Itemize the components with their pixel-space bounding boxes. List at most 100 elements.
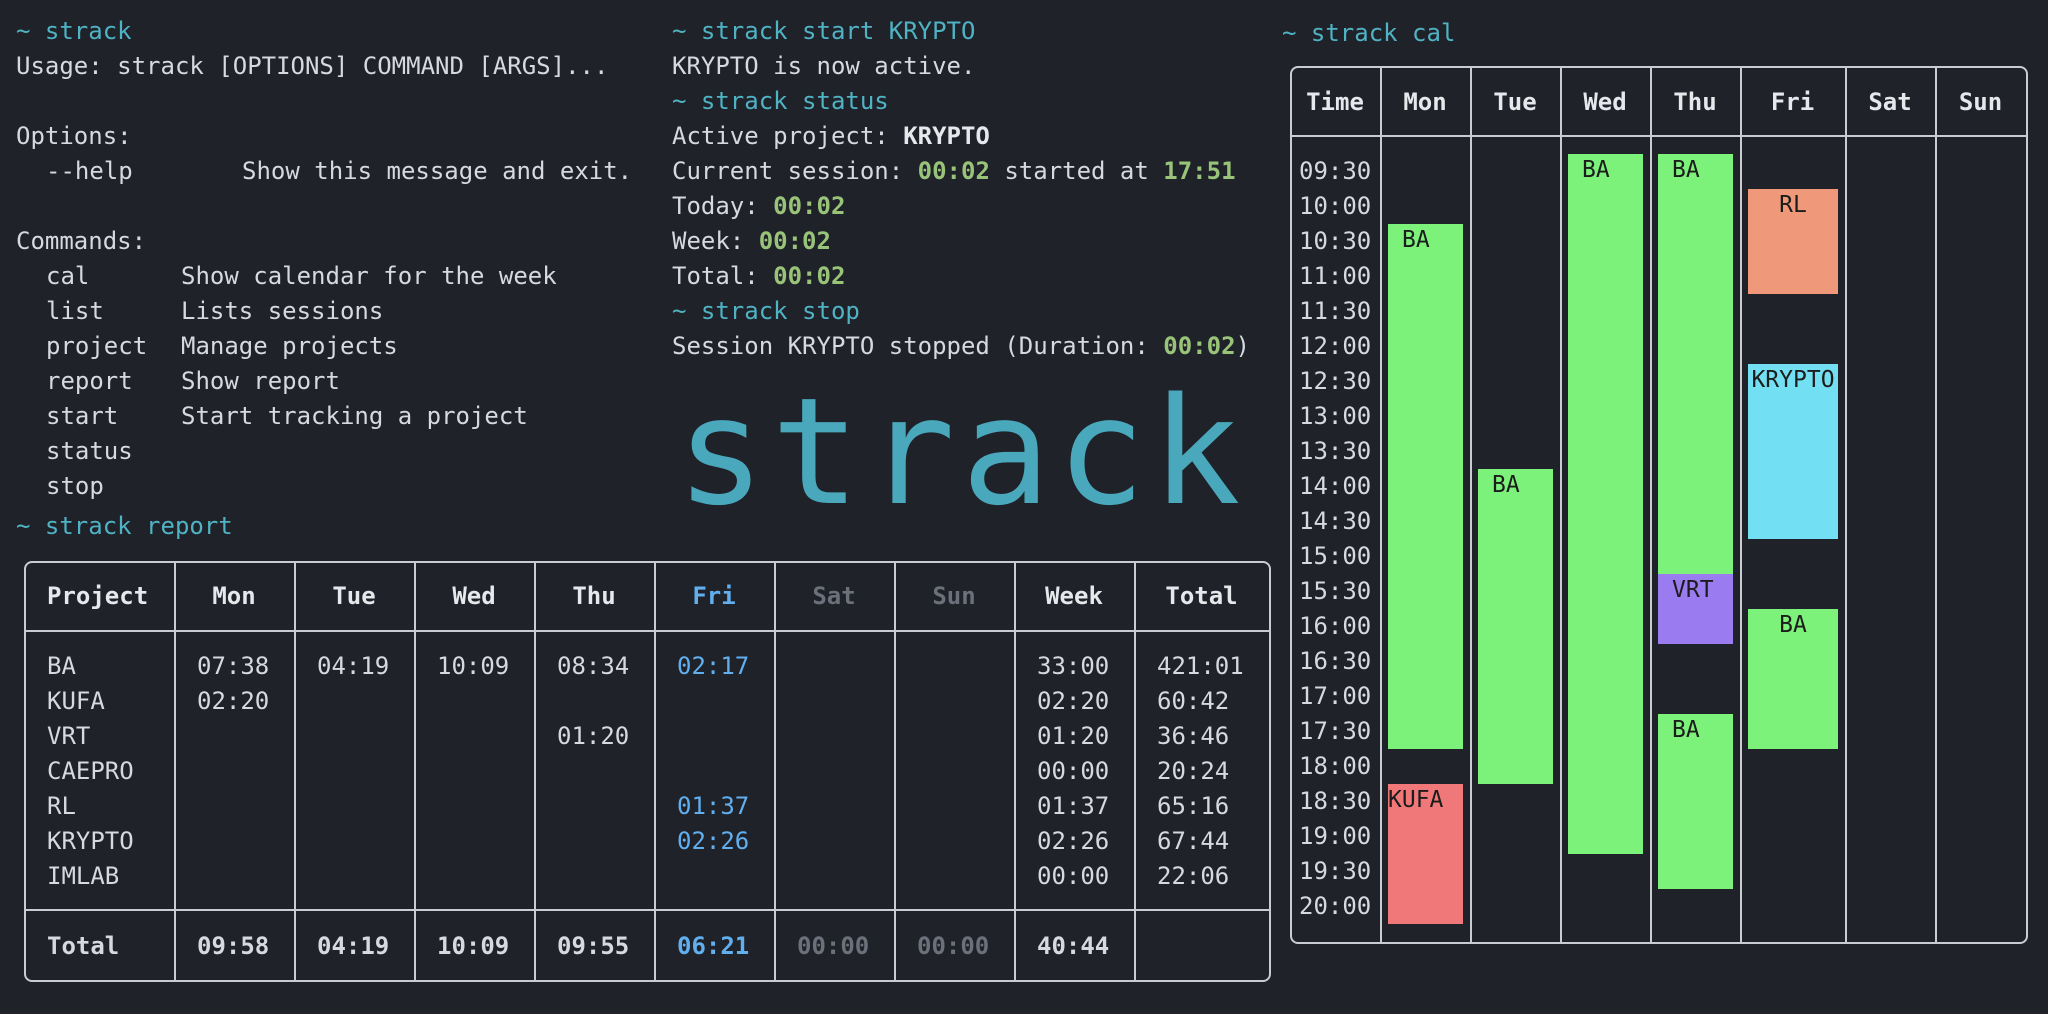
command-desc: Show calendar for the week [181, 262, 557, 290]
option-desc: Show this message and exit. [242, 157, 633, 185]
calendar-event-label: BA [1779, 612, 1807, 638]
command-name: start [46, 402, 119, 430]
current-label: Current session: [672, 157, 918, 185]
report-cell: 00:00 [1037, 757, 1110, 785]
calendar-event[interactable]: BA [1748, 609, 1838, 749]
calendar-time-label: 13:30 [1299, 437, 1372, 465]
calendar-time-label: 18:30 [1299, 787, 1372, 815]
report-col-divider [774, 561, 776, 980]
report-col-divider [414, 561, 416, 980]
calendar-time-label: 14:30 [1299, 507, 1372, 535]
calendar-event[interactable]: BA [1388, 224, 1463, 749]
started-label: started at [989, 157, 1164, 185]
calendar-time-label: 11:30 [1299, 297, 1372, 325]
calendar-time-label: 19:30 [1299, 857, 1372, 885]
report-col-divider [1134, 561, 1136, 980]
calendar-col-divider [1650, 66, 1652, 942]
report-total-divider [24, 909, 1269, 911]
report-project-name: BA [47, 652, 76, 680]
calendar-border [1290, 66, 2028, 944]
report-cell: 421:01 [1157, 652, 1244, 680]
commands-title: Commands: [16, 227, 147, 255]
report-total-cell: 04:19 [317, 932, 390, 960]
stop-end: ) [1235, 332, 1250, 360]
calendar-header-divider [1290, 135, 2026, 137]
report-total-cell: 10:09 [437, 932, 510, 960]
calendar-event[interactable]: BA [1658, 714, 1733, 889]
calendar-event-label: KUFA [1388, 787, 1444, 813]
report-cell: 02:26 [677, 827, 750, 855]
report-header-cell: Thu [572, 582, 616, 610]
report-total-cell: 40:44 [1037, 932, 1110, 960]
report-cell: 02:20 [197, 687, 270, 715]
calendar-event-label: BA [1402, 227, 1430, 253]
calendar-header-cell: Mon [1403, 88, 1447, 116]
total-line: Total: 00:02 [672, 259, 845, 294]
calendar-col-divider [1740, 66, 1742, 942]
calendar-event[interactable]: BA [1478, 469, 1553, 784]
calendar-event-label: RL [1779, 192, 1807, 218]
report-cell: 00:00 [1037, 862, 1110, 890]
report-cell: 01:20 [1037, 722, 1110, 750]
cal-prompt: ~ strack cal [1282, 19, 1456, 47]
report-total-cell: 00:00 [797, 932, 870, 960]
calendar-event[interactable]: KRYPTO [1748, 364, 1838, 539]
calendar-event[interactable]: BA [1568, 154, 1643, 854]
option-flag: --help [46, 157, 133, 185]
report-project-name: IMLAB [47, 862, 120, 890]
calendar-time-label: 14:00 [1299, 472, 1372, 500]
report-cell: 08:34 [557, 652, 630, 680]
report-header-cell: Sun [932, 582, 976, 610]
report-project-name: VRT [47, 722, 91, 750]
command-name: report [46, 367, 133, 395]
report-col-divider [174, 561, 176, 980]
report-header-cell: Wed [452, 582, 496, 610]
stop-prompt: ~ strack stop [672, 297, 860, 325]
start-message: KRYPTO is now active. [672, 52, 976, 80]
started-value: 17:51 [1163, 157, 1236, 185]
report-cell: 01:37 [677, 792, 750, 820]
calendar-time-label: 13:00 [1299, 402, 1372, 430]
usage-text: Usage: strack [OPTIONS] COMMAND [ARGS]..… [16, 52, 609, 80]
calendar-event[interactable]: RL [1748, 189, 1838, 294]
calendar-time-label: 17:00 [1299, 682, 1372, 710]
calendar-time-label: 17:30 [1299, 717, 1372, 745]
report-cell: 36:46 [1157, 722, 1230, 750]
calendar-time-label: 12:30 [1299, 367, 1372, 395]
report-prompt: ~ strack report [16, 512, 233, 540]
report-total-cell: Total [47, 932, 120, 960]
calendar-event[interactable]: BA [1658, 154, 1733, 574]
calendar-col-divider [1470, 66, 1472, 942]
week-line: Week: 00:02 [672, 224, 831, 259]
start-prompt: ~ strack start KRYPTO [672, 17, 976, 45]
report-cell: 60:42 [1157, 687, 1230, 715]
report-cell: 65:16 [1157, 792, 1230, 820]
command-desc: Show report [181, 367, 340, 395]
calendar-time-label: 12:00 [1299, 332, 1372, 360]
report-header-divider [24, 630, 1269, 632]
report-cell: 33:00 [1037, 652, 1110, 680]
calendar-event-label: VRT [1672, 577, 1714, 603]
calendar-time-label: 15:00 [1299, 542, 1372, 570]
help-prompt: ~ strack [16, 17, 132, 45]
active-project-line: Active project: KRYPTO [672, 119, 990, 154]
calendar-header-cell: Sat [1868, 88, 1912, 116]
stop-label: Session KRYPTO stopped (Duration: [672, 332, 1164, 360]
report-header-cell: Sat [812, 582, 856, 610]
report-cell: 20:24 [1157, 757, 1230, 785]
calendar-header-cell: Thu [1673, 88, 1717, 116]
command-desc: Start tracking a project [181, 402, 528, 430]
report-cell: 07:38 [197, 652, 270, 680]
report-project-name: KRYPTO [47, 827, 134, 855]
active-label: Active project: [672, 122, 904, 150]
today-line: Today: 00:02 [672, 189, 845, 224]
calendar-event[interactable]: KUFA [1388, 784, 1463, 924]
command-name: list [46, 297, 104, 325]
total-label: Total: [672, 262, 774, 290]
calendar-event-label: BA [1582, 157, 1610, 183]
stop-value: 00:02 [1163, 332, 1236, 360]
calendar-event[interactable]: VRT [1658, 574, 1733, 644]
command-name: stop [46, 472, 104, 500]
report-project-name: CAEPRO [47, 757, 134, 785]
calendar-event-label: KRYPTO [1751, 367, 1835, 393]
